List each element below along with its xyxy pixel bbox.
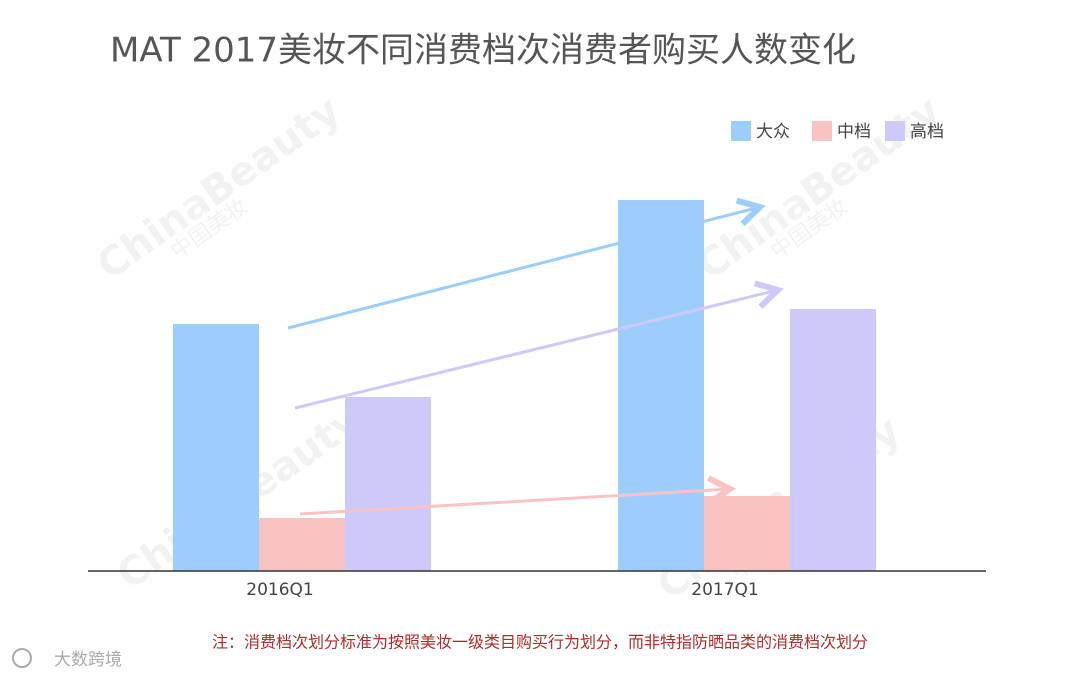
bar [790,309,876,571]
logo-text: 大数跨境 [54,650,122,670]
legend-swatch [812,121,832,141]
bar [259,518,345,571]
bar [345,397,431,571]
legend-label: 中档 [837,122,871,142]
trend-arrow [294,290,778,410]
legend-swatch [885,121,905,141]
bar [704,496,790,571]
logo-icon [12,648,32,668]
legend-label: 大众 [756,122,790,142]
bar [173,324,259,571]
watermark: ChinaBeauty [89,88,349,289]
watermark: ChinaBeauty [689,88,949,289]
footnote: 注：消费档次划分标准为按照美妆一级类目购买行为划分，而非特指防晒品类的消费档次划… [212,633,868,652]
chart-title: MAT 2017美妆不同消费档次消费者购买人数变化 [110,31,856,71]
trend-arrow [287,207,760,330]
trend-arrow [299,489,730,516]
bars [173,200,876,571]
x-tick-label: 2016Q1 [246,580,313,600]
bar [618,200,704,571]
legend-swatch [731,121,751,141]
legend-label: 高档 [910,122,944,142]
x-tick-label: 2017Q1 [691,580,758,600]
